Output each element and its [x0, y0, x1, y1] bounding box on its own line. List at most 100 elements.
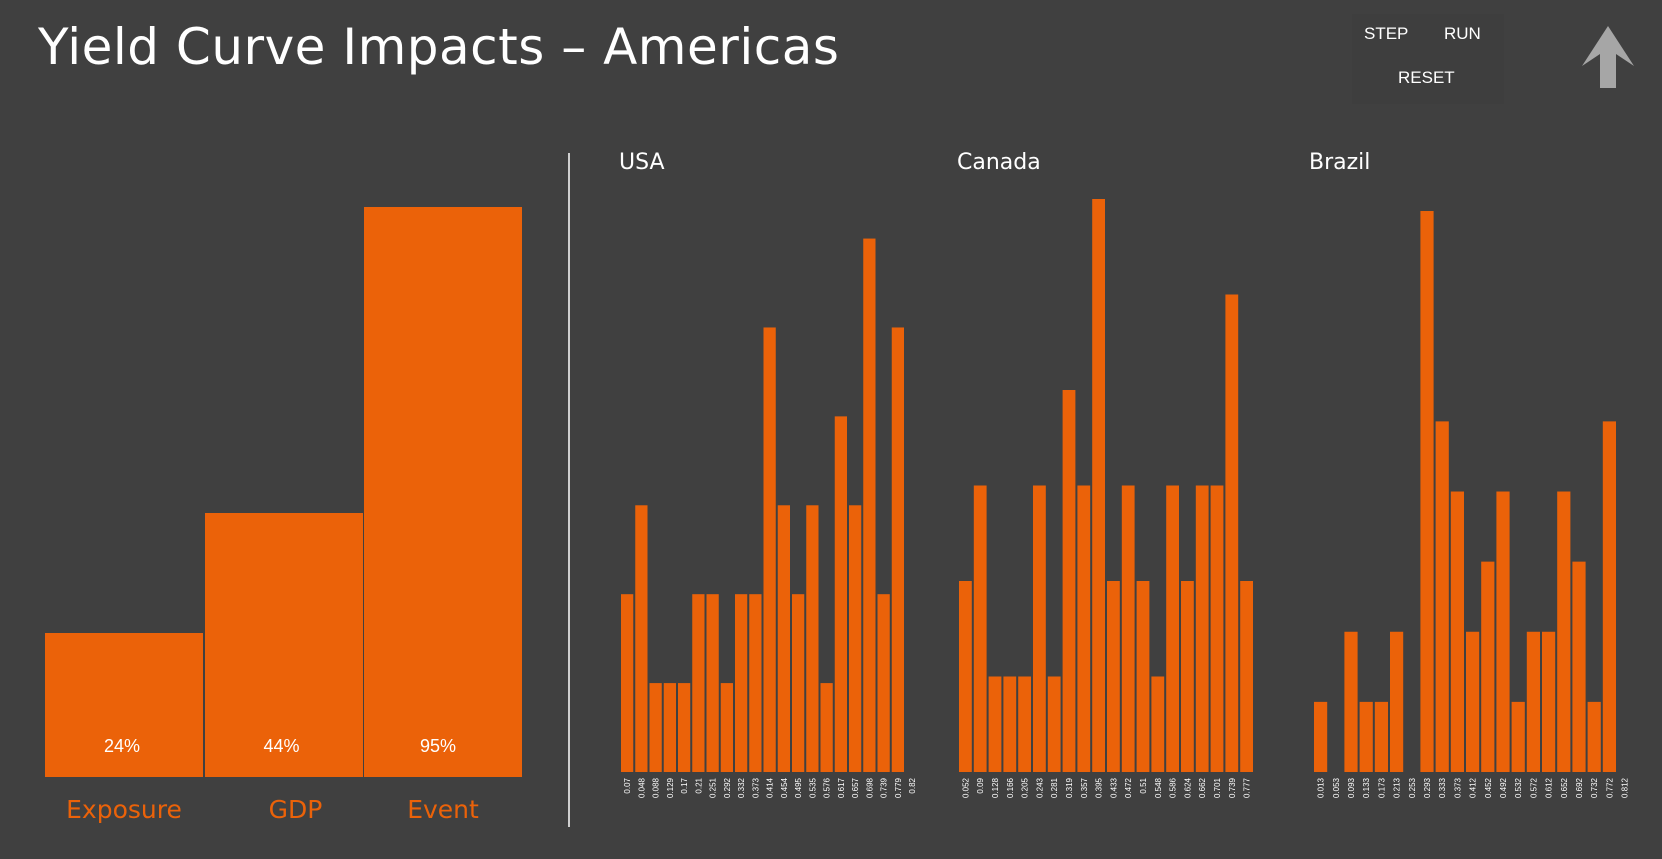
step-button[interactable]: STEP — [1364, 24, 1409, 43]
category-label: Exposure — [66, 795, 182, 824]
histogram-bar — [973, 485, 987, 772]
histogram-bar — [863, 238, 876, 772]
histogram-bar — [1107, 581, 1120, 772]
histogram-bar — [635, 505, 648, 772]
histogram-bar — [1240, 581, 1253, 772]
histogram-tick-label: 0.617 — [837, 777, 846, 798]
histogram-tick-label: 0.292 — [723, 777, 732, 798]
bar-exposure — [45, 633, 203, 777]
histogram-bar — [1557, 491, 1571, 772]
histogram-tick-label: 0.433 — [1109, 777, 1118, 798]
page-title: Yield Curve Impacts – Americas — [38, 18, 840, 76]
histogram-bar — [1374, 701, 1388, 772]
histogram-tick-label: 0.698 — [865, 777, 874, 798]
histogram-bar — [678, 683, 691, 772]
histogram-bar — [1481, 561, 1495, 772]
histogram-tick-label: 0.373 — [1453, 777, 1462, 798]
histogram-plot: 0.013 0.053 0.093 0.133 0.173 0.213 0.253 0.293… — [1314, 211, 1629, 798]
histogram-title: Brazil — [1309, 150, 1371, 175]
histogram-bar — [706, 594, 719, 772]
histogram-title: Canada — [957, 150, 1041, 175]
category-label: Event — [407, 795, 479, 824]
control-panel: STEP RUN RESET — [1352, 14, 1504, 104]
histogram-bar — [1420, 211, 1434, 773]
up-arrow-icon[interactable] — [1580, 24, 1636, 90]
histogram-bar — [1077, 485, 1091, 772]
histogram-bar — [1047, 676, 1061, 772]
histogram-bar — [1511, 701, 1525, 772]
histogram-bar — [1166, 485, 1179, 772]
canada-histogram: Canada 0.052 0.09 0.128 0.166 0.205 0.243 0.281… — [957, 0, 1257, 859]
histogram-plot: 0.07 0.048 0.088 0.129 0.17 0.21 0.251 0.292 0.3… — [621, 238, 917, 798]
histogram-tick-label: 0.395 — [1095, 777, 1104, 798]
histogram-bar — [1210, 485, 1224, 772]
histogram-bar — [988, 676, 1002, 772]
histogram-bar — [849, 505, 862, 772]
histogram-tick-label: 0.213 — [1393, 777, 1402, 798]
histogram-tick-label: 0.333 — [1438, 777, 1447, 798]
bar-value-label: 95% — [419, 736, 457, 756]
histogram-tick-label: 0.692 — [1575, 777, 1584, 798]
histogram-tick-label: 0.495 — [794, 777, 803, 798]
histogram-bar — [1450, 491, 1464, 772]
histogram-tick-label: 0.414 — [766, 777, 775, 798]
histogram-title: USA — [619, 150, 665, 175]
histogram-bar — [1121, 485, 1135, 772]
histogram-tick-label: 0.586 — [1169, 777, 1178, 798]
histogram-bar — [1526, 631, 1540, 772]
histogram-tick-label: 0.624 — [1183, 777, 1192, 798]
histogram-tick-label: 0.812 — [1621, 777, 1629, 798]
histogram-tick-label: 0.572 — [1529, 777, 1538, 798]
histogram-bar — [749, 594, 762, 772]
histogram-tick-label: 0.772 — [1605, 777, 1614, 798]
summary-bar-chart: 24% Exposure 44% GDP 95% Event — [0, 0, 560, 859]
histogram-bar — [1344, 631, 1358, 772]
histogram-bar — [1062, 390, 1076, 772]
brazil-histogram: Brazil 0.013 0.053 0.093 0.133 0.173 0.213 0.25… — [1309, 0, 1629, 859]
histogram-bar — [1314, 701, 1328, 772]
histogram-bar — [1195, 485, 1209, 772]
chart-divider — [568, 153, 570, 827]
histogram-bar — [1435, 421, 1449, 772]
histogram-bar — [763, 327, 776, 772]
bar-event — [364, 207, 522, 777]
histogram-tick-label: 0.052 — [961, 777, 970, 798]
histogram-tick-label: 0.777 — [1243, 777, 1252, 798]
histogram-bar — [959, 581, 972, 772]
histogram-bar — [663, 683, 676, 772]
histogram-tick-label: 0.492 — [1499, 777, 1508, 798]
histogram-bar — [1496, 491, 1510, 772]
histogram-tick-label: 0.332 — [737, 777, 746, 798]
histogram-bar — [1003, 676, 1017, 772]
run-button[interactable]: RUN — [1444, 24, 1481, 43]
up-arrow-icon-graphic — [1582, 26, 1634, 88]
histogram-bar — [1033, 485, 1046, 772]
histogram-tick-label: 0.779 — [894, 777, 903, 798]
histogram-bar — [735, 594, 748, 772]
histogram-tick-label: 0.21 — [694, 777, 703, 793]
reset-button[interactable]: RESET — [1398, 68, 1455, 87]
histogram-tick-label: 0.51 — [1139, 777, 1148, 793]
histogram-tick-label: 0.532 — [1514, 777, 1523, 798]
bar-gdp — [204, 513, 363, 777]
histogram-tick-label: 0.293 — [1423, 777, 1432, 798]
histogram-bar — [621, 594, 634, 772]
bar-value-label: 24% — [103, 736, 141, 756]
histogram-tick-label: 0.09 — [976, 777, 985, 793]
histogram-bar — [1151, 676, 1165, 772]
histogram-bar — [1018, 676, 1031, 772]
histogram-bar — [1466, 631, 1480, 772]
histogram-tick-label: 0.732 — [1590, 777, 1599, 798]
histogram-tick-label: 0.701 — [1213, 777, 1222, 798]
histogram-bar — [792, 594, 805, 772]
histogram-plot: 0.052 0.09 0.128 0.166 0.205 0.243 0.281 0.319 0… — [959, 199, 1253, 798]
histogram-tick-label: 0.205 — [1021, 777, 1030, 798]
histogram-bar — [820, 683, 833, 772]
histogram-bar — [1136, 581, 1150, 772]
histogram-tick-label: 0.053 — [1332, 777, 1341, 798]
histogram-tick-label: 0.454 — [780, 777, 789, 798]
histogram-tick-label: 0.17 — [680, 777, 689, 793]
histogram-bar — [1602, 421, 1616, 772]
histogram-tick-label: 0.173 — [1377, 777, 1386, 798]
histogram-bar — [1181, 581, 1194, 772]
